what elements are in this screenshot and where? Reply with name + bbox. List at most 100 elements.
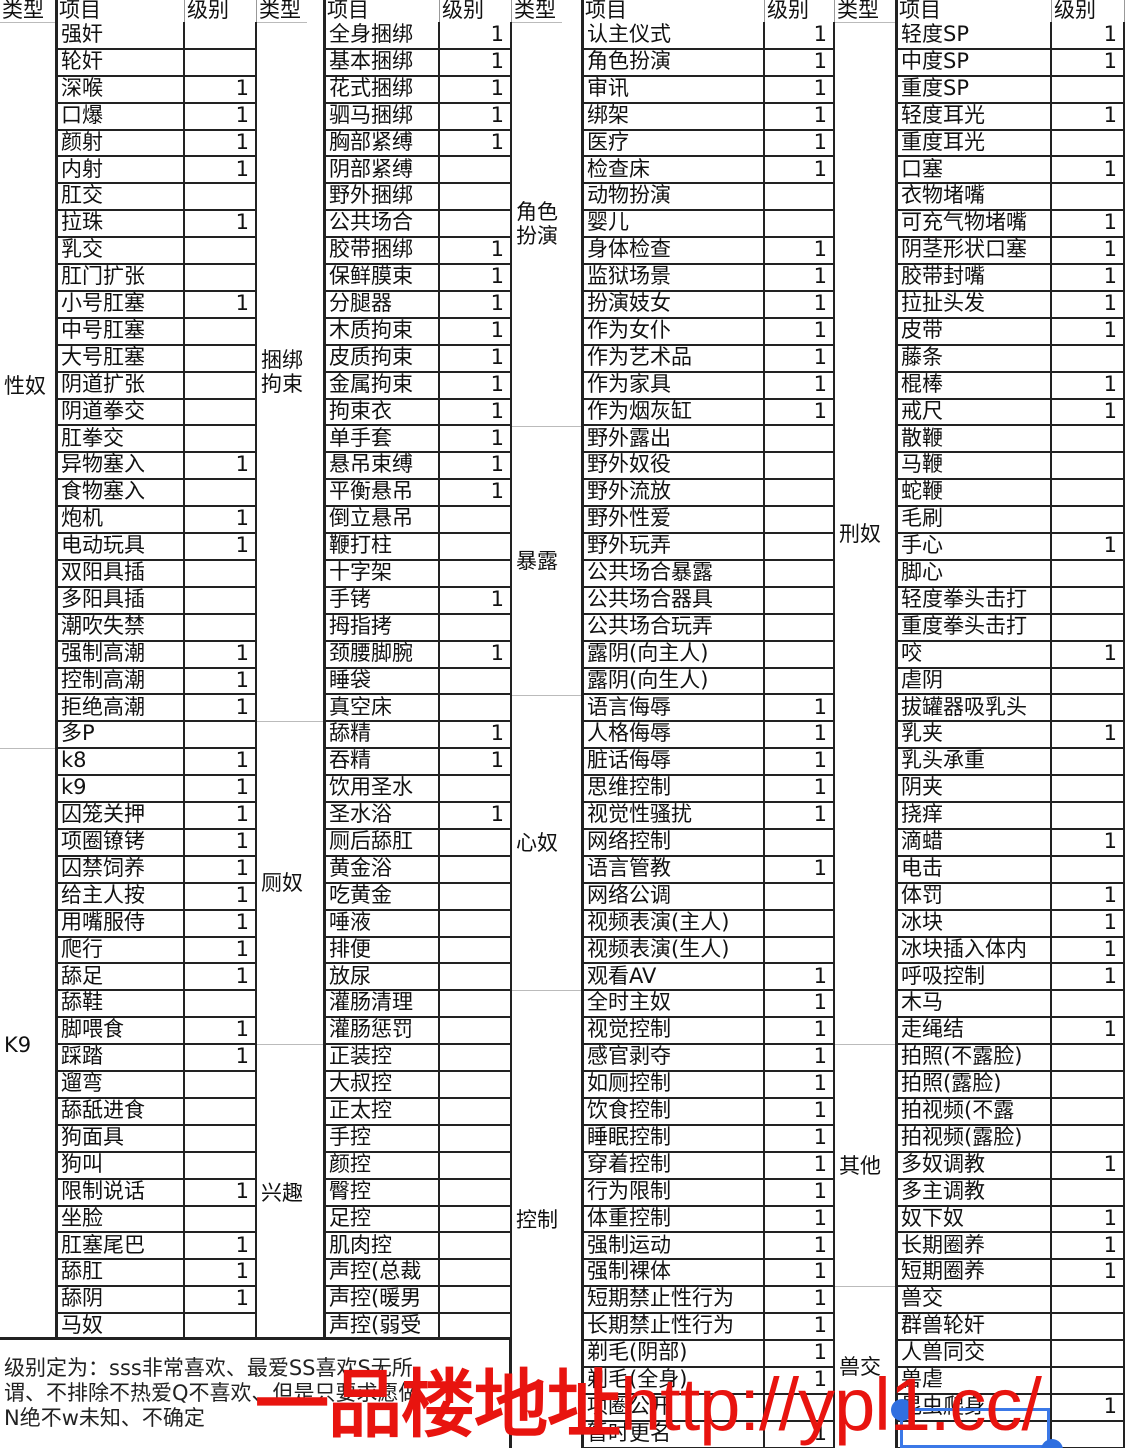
item-cell[interactable]: 强制裸体	[583, 1259, 765, 1288]
item-cell[interactable]: 视觉控制	[583, 1017, 765, 1046]
level-cell[interactable]: 1	[185, 1259, 257, 1288]
item-cell[interactable]: 强制运动	[583, 1232, 765, 1261]
item-cell[interactable]: 呼吸控制	[897, 963, 1052, 992]
item-cell[interactable]: 蛇鞭	[897, 479, 1052, 508]
item-cell[interactable]: 皮带	[897, 317, 1052, 346]
item-cell[interactable]: 马鞭	[897, 452, 1052, 481]
level-cell[interactable]	[440, 1017, 512, 1046]
level-cell[interactable]: 1	[1052, 48, 1125, 77]
item-cell[interactable]: 舔鞋	[57, 990, 185, 1019]
item-cell[interactable]: 强奸	[57, 22, 185, 50]
level-cell[interactable]: 1	[765, 317, 835, 346]
level-cell[interactable]	[440, 1232, 512, 1261]
item-cell[interactable]: 胶带封嘴	[897, 264, 1052, 292]
level-cell[interactable]	[185, 1151, 257, 1180]
level-cell[interactable]: 1	[185, 909, 257, 938]
item-cell[interactable]: 轻度耳光	[897, 102, 1052, 131]
level-cell[interactable]: 1	[1052, 1232, 1125, 1261]
item-cell[interactable]: 脚心	[897, 560, 1052, 588]
item-cell[interactable]: 电动玩具	[57, 533, 185, 561]
item-cell[interactable]: 冰块	[897, 909, 1052, 938]
item-cell[interactable]: 舔足	[57, 963, 185, 992]
item-cell[interactable]: 木马	[897, 990, 1052, 1019]
level-cell[interactable]	[440, 1286, 512, 1315]
level-cell[interactable]	[1052, 344, 1125, 373]
level-cell[interactable]	[185, 721, 257, 750]
level-cell[interactable]: 1	[185, 963, 257, 992]
level-cell[interactable]	[440, 1044, 512, 1073]
item-cell[interactable]: 昆虫爬身	[897, 1393, 1052, 1422]
level-cell[interactable]	[440, 775, 512, 804]
item-cell[interactable]: 狗面具	[57, 1124, 185, 1153]
level-cell[interactable]	[440, 855, 512, 884]
cell-selection[interactable]	[891, 1399, 1063, 1448]
level-cell[interactable]	[185, 398, 257, 427]
level-cell[interactable]: 1	[440, 640, 512, 669]
level-cell[interactable]	[440, 990, 512, 1019]
level-cell[interactable]	[765, 479, 835, 508]
item-cell[interactable]: k9	[57, 775, 185, 804]
level-cell[interactable]	[1052, 1098, 1125, 1126]
level-cell[interactable]: 1	[1052, 317, 1125, 346]
level-cell[interactable]	[440, 829, 512, 857]
level-cell[interactable]	[1052, 802, 1125, 830]
item-cell[interactable]: 轻度拳头击打	[897, 586, 1052, 615]
item-cell[interactable]: 鞭打柱	[325, 533, 440, 561]
level-cell[interactable]	[1052, 1286, 1125, 1315]
item-cell[interactable]: 挠痒	[897, 802, 1052, 830]
item-cell[interactable]: 动物扮演	[583, 183, 765, 212]
item-cell[interactable]: 观看AV	[583, 963, 765, 992]
level-cell[interactable]: 1	[765, 963, 835, 992]
level-cell[interactable]	[185, 264, 257, 292]
item-cell[interactable]: 扮演妓女	[583, 291, 765, 319]
level-cell[interactable]	[765, 640, 835, 669]
item-cell[interactable]: 足控	[325, 1205, 440, 1234]
item-cell[interactable]: 乳夹	[897, 721, 1052, 750]
level-cell[interactable]	[185, 613, 257, 642]
item-cell[interactable]: 真空床	[325, 694, 440, 723]
item-cell[interactable]: 项圈公开	[583, 1393, 765, 1422]
item-cell[interactable]: 公共场合玩弄	[583, 613, 765, 642]
item-cell[interactable]: 灌肠清理	[325, 990, 440, 1019]
item-cell[interactable]: 野外捆绑	[325, 183, 440, 212]
level-cell[interactable]	[765, 533, 835, 561]
item-cell[interactable]: 轮奸	[57, 48, 185, 77]
item-cell[interactable]: 放尿	[325, 963, 440, 992]
level-cell[interactable]	[185, 1205, 257, 1234]
item-cell[interactable]: 群兽轮奸	[897, 1313, 1052, 1342]
item-cell[interactable]: 圣水浴	[325, 802, 440, 830]
level-cell[interactable]	[185, 371, 257, 400]
level-cell[interactable]	[765, 613, 835, 642]
item-cell[interactable]: 拉扯头发	[897, 291, 1052, 319]
level-cell[interactable]: 1	[765, 1017, 835, 1046]
item-cell[interactable]: 作为艺术品	[583, 344, 765, 373]
item-cell[interactable]: 肛交	[57, 183, 185, 212]
level-cell[interactable]	[1052, 1071, 1125, 1099]
item-cell[interactable]: 十字架	[325, 560, 440, 588]
item-cell[interactable]: 野外露出	[583, 425, 765, 454]
level-cell[interactable]: 1	[185, 533, 257, 561]
item-cell[interactable]: 多奴调教	[897, 1151, 1052, 1180]
item-cell[interactable]: 野外流放	[583, 479, 765, 508]
level-cell[interactable]: 1	[765, 75, 835, 104]
level-cell[interactable]	[185, 990, 257, 1019]
item-cell[interactable]: 拉珠	[57, 210, 185, 239]
level-cell[interactable]: 1	[765, 1286, 835, 1315]
level-cell[interactable]: 1	[185, 210, 257, 239]
item-cell[interactable]: 冰块插入体内	[897, 936, 1052, 965]
item-cell[interactable]: 金属拘束	[325, 371, 440, 400]
level-cell[interactable]	[185, 237, 257, 266]
item-cell[interactable]: 狗叫	[57, 1151, 185, 1180]
item-cell[interactable]: 保鲜膜束	[325, 264, 440, 292]
item-cell[interactable]: 舔精	[325, 721, 440, 750]
item-cell[interactable]: 体重控制	[583, 1205, 765, 1234]
item-cell[interactable]: 给主人按	[57, 882, 185, 911]
item-cell[interactable]: k8	[57, 748, 185, 777]
level-cell[interactable]: 1	[1052, 1205, 1125, 1234]
level-cell[interactable]	[440, 613, 512, 642]
level-cell[interactable]	[185, 1071, 257, 1099]
item-cell[interactable]: 手控	[325, 1124, 440, 1153]
item-cell[interactable]: 公共场合器具	[583, 586, 765, 615]
level-cell[interactable]	[1052, 667, 1125, 696]
level-cell[interactable]: 1	[765, 291, 835, 319]
